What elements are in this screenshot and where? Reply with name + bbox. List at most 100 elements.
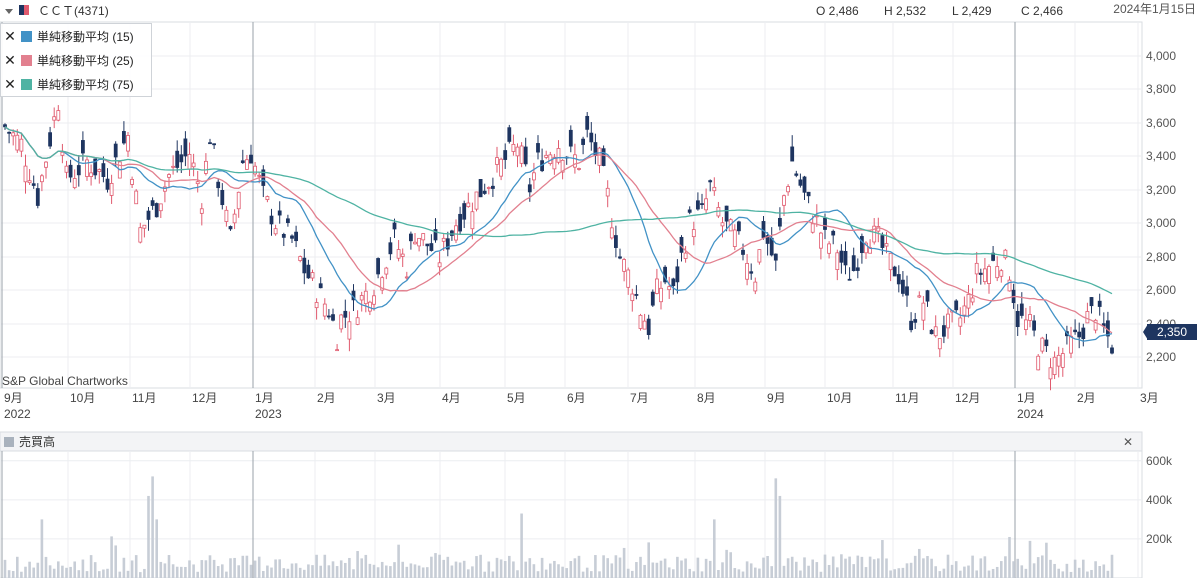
candle-body	[216, 181, 221, 189]
candle-body	[253, 165, 258, 175]
volume-bar	[147, 495, 150, 578]
volume-bar	[262, 570, 265, 578]
volume-bar	[167, 555, 171, 578]
x-tick-label: 12月	[192, 391, 217, 405]
x-tick-label: 5月	[507, 391, 526, 405]
ticker-label[interactable]: ＣＣＴ(4371)	[38, 4, 109, 18]
candle-body	[138, 227, 143, 243]
volume-bar	[1028, 540, 1032, 578]
ohlc-close: C 2,466	[1021, 4, 1063, 18]
candle-body	[1003, 249, 1008, 259]
volume-bar	[676, 556, 679, 578]
candle-body	[1024, 319, 1028, 330]
volume-bar	[708, 560, 712, 578]
x-tick-label: 9月	[767, 391, 786, 405]
volume-bar	[89, 555, 93, 578]
candle-body	[884, 243, 889, 247]
volume-bars	[3, 476, 1114, 578]
candle-body	[162, 186, 167, 192]
candle-body	[1044, 339, 1049, 347]
volume-close-icon[interactable]: ✕	[1123, 435, 1133, 449]
y-tick-label: 3,200	[1146, 183, 1176, 197]
remove-ma25-icon[interactable]: ✕	[4, 51, 16, 68]
volume-bar	[590, 571, 593, 578]
volume-bar	[860, 556, 864, 578]
volume-bar	[446, 556, 450, 578]
volume-bar	[516, 570, 519, 578]
candle-body	[44, 161, 48, 168]
volume-bar	[585, 567, 589, 578]
candle-body	[269, 215, 274, 225]
candle-body	[195, 181, 200, 185]
volume-bar	[696, 557, 700, 578]
candle-body	[1060, 353, 1065, 368]
candle-body	[700, 203, 704, 205]
legend-label-ma25: 単純移動平均 (25)	[37, 53, 134, 68]
volume-bar	[913, 555, 917, 578]
candle-body	[27, 180, 32, 184]
volume-bar	[48, 565, 52, 578]
candle-body	[896, 274, 901, 285]
volume-bar	[323, 554, 327, 578]
volume-bar	[430, 556, 433, 578]
candle-body	[478, 179, 483, 198]
volume-bar	[216, 566, 220, 578]
volume-bar	[614, 555, 618, 578]
volume-bar	[553, 560, 556, 578]
candle-body	[573, 154, 577, 168]
candle-body	[257, 174, 262, 177]
candle-body	[93, 158, 98, 176]
candle-body	[1089, 297, 1094, 307]
dropdown-triangle-icon[interactable]	[5, 9, 13, 14]
volume-bar	[836, 567, 839, 578]
candle-body	[933, 326, 938, 337]
candle-body	[474, 191, 479, 210]
candle-body	[392, 222, 397, 230]
candle-body	[536, 143, 540, 153]
candle-body	[757, 249, 762, 263]
candle-body	[671, 278, 676, 287]
volume-plot-area[interactable]	[0, 450, 1143, 579]
ticker-flag-icon	[19, 5, 24, 15]
volume-bar	[692, 571, 696, 578]
volume-bar	[360, 558, 363, 578]
candle-body	[35, 188, 40, 206]
candle-body	[454, 225, 458, 241]
candle-body	[347, 321, 352, 340]
remove-ma75-icon[interactable]: ✕	[4, 75, 16, 92]
volume-bar	[864, 567, 868, 578]
volume-bar	[118, 571, 122, 578]
volume-bar	[729, 552, 732, 578]
volume-bar	[918, 548, 921, 578]
candle-body	[322, 303, 327, 317]
candle-body	[655, 278, 659, 294]
volume-bar	[930, 558, 933, 578]
volume-bar	[311, 565, 314, 578]
last-price-marker: 2,350	[1143, 324, 1197, 340]
volume-bar	[684, 558, 687, 578]
candle-body	[929, 329, 934, 335]
candle-body	[810, 223, 815, 233]
volume-bar	[868, 556, 872, 578]
candle-body	[228, 226, 233, 230]
candle-body	[220, 190, 225, 206]
volume-bar	[512, 561, 515, 578]
volume-bar	[950, 564, 954, 578]
candle-body	[556, 148, 561, 163]
volume-bar	[598, 571, 601, 578]
volume-bar	[294, 563, 298, 578]
price-candles	[3, 105, 1114, 391]
last-price-pointer	[1143, 324, 1148, 340]
candle-body	[23, 165, 28, 183]
volume-bar	[848, 556, 851, 578]
candle-body	[404, 276, 409, 279]
candle-body	[515, 146, 520, 157]
y-tick-label: 2,600	[1146, 283, 1176, 297]
volume-bar	[405, 566, 409, 578]
volume-bar	[520, 513, 523, 578]
volume-bar	[208, 555, 212, 578]
volume-bar	[380, 561, 384, 578]
remove-ma15-icon[interactable]: ✕	[4, 27, 16, 44]
price-plot-area[interactable]	[0, 21, 1143, 389]
volume-bar	[877, 558, 880, 578]
